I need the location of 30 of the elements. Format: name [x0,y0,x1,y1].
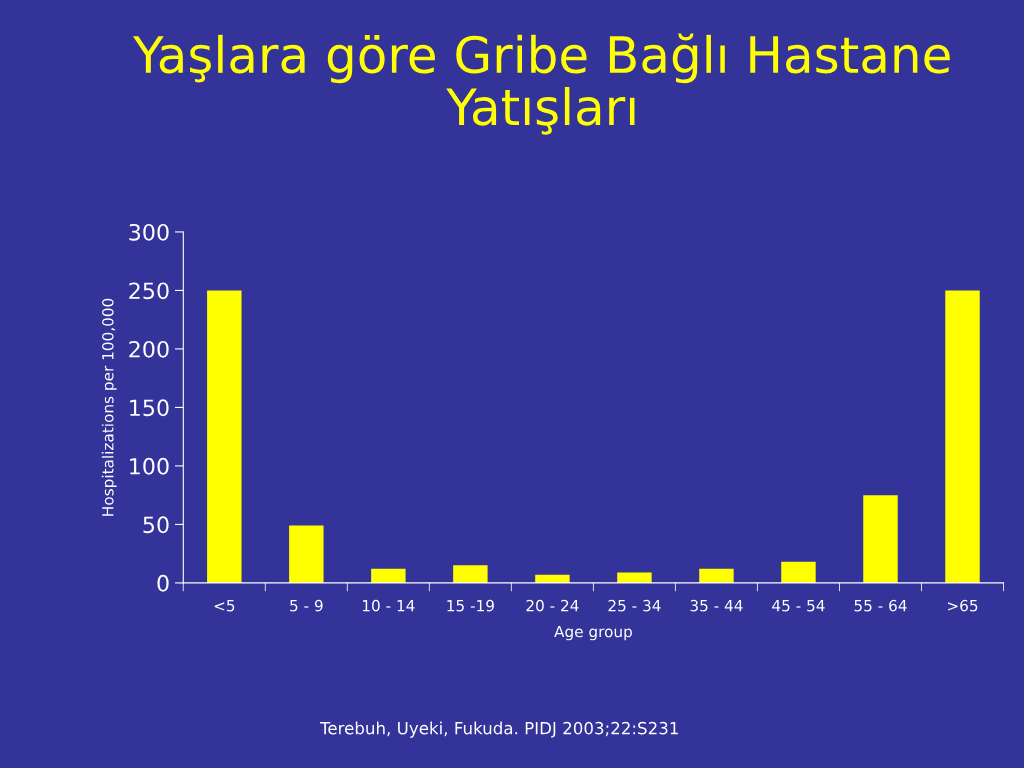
x-tick-label: 5 - 9 [290,599,323,612]
y-tick-label: 200 [129,340,169,358]
bar [289,525,324,583]
chart-title: Yaşlara göre Gribe Bağlı Hastane Yatışları [132,33,950,135]
bar [371,568,406,583]
x-tick-label: 15 -19 [447,599,494,612]
bar [617,572,652,583]
bar [453,565,488,583]
x-axis-title: Age group [554,625,632,641]
y-tick-label: 150 [130,399,169,417]
x-tick-label: <5 [214,600,235,612]
x-tick-label: 35 - 44 [690,599,743,612]
bar [207,290,242,583]
y-tick-label: 50 [143,516,169,534]
bar [781,561,816,583]
y-tick-label: 250 [129,282,169,300]
y-tick-label: 0 [157,574,169,592]
text: Terebuh, Uyeki, Fukuda. PIDJ 2003;22:S231 [319,721,678,738]
x-tick-label: >65 [948,599,978,612]
bar [945,290,980,583]
x-tick-label: 55 - 64 [854,599,907,612]
bar [863,495,898,583]
x-tick-label: 45 - 54 [772,600,825,612]
y-tick-label: 300 [129,223,169,241]
bar [699,568,734,583]
x-tick-label: 10 - 14 [362,599,415,612]
y-tick-label: 100 [130,457,169,475]
y-axis-title: Hospitalizations per 100,000 [101,298,117,516]
x-tick-label: 20 - 24 [526,599,579,612]
x-tick-label: 25 - 34 [608,599,661,612]
